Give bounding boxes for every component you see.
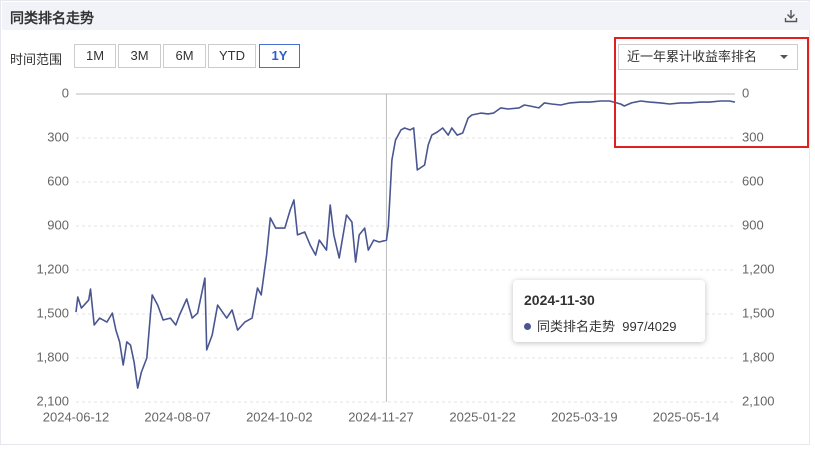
y2-tick-label: 1,200 (742, 261, 775, 276)
x-tick-label: 2024-11-27 (348, 409, 414, 424)
y2-tick-label: 600 (742, 173, 764, 188)
highlight-box (614, 37, 809, 148)
y2-tick-label: 2,100 (742, 393, 775, 408)
y-tick-label: 1,500 (36, 305, 69, 320)
tooltip-row: 同类排名走势 997/4029 (524, 316, 676, 335)
tooltip-marker (524, 323, 531, 330)
range-button[interactable]: 1M (74, 44, 116, 68)
x-tick-label: 2024-06-12 (43, 409, 110, 424)
range-button[interactable]: YTD (208, 44, 256, 68)
y2-tick-label: 900 (742, 217, 764, 232)
y-tick-label: 1,800 (36, 349, 69, 364)
range-button[interactable]: 1Y (259, 44, 300, 68)
rank-dropdown[interactable]: 近一年累计收益率排名 (618, 44, 798, 70)
tooltip-date: 2024-11-30 (524, 292, 595, 308)
y2-tick-label: 0 (742, 85, 749, 100)
panel-title: 同类排名走势 (10, 10, 94, 26)
tooltip-series: 同类排名走势 (537, 319, 616, 334)
header: 同类排名走势 (2, 2, 810, 30)
range-label: 时间范围 (10, 52, 63, 67)
tooltip-value: 997/4029 (622, 319, 677, 334)
panel: 同类排名走势 (0, 0, 810, 445)
y2-tick-label: 1,500 (742, 305, 775, 320)
x-tick-label: 2025-01-22 (449, 409, 516, 424)
download-icon[interactable] (784, 9, 798, 23)
range-button[interactable]: 6M (163, 44, 206, 68)
x-tick-label: 2025-03-19 (551, 409, 618, 424)
tooltip: 2024-11-30 同类排名走势 997/4029 (513, 280, 705, 342)
range-button[interactable]: 3M (118, 44, 161, 68)
y-tick-label: 2,100 (36, 393, 69, 408)
y-tick-label: 300 (47, 129, 69, 144)
x-tick-label: 2024-10-02 (246, 409, 313, 424)
y-tick-label: 600 (47, 173, 69, 188)
x-tick-label: 2024-08-07 (144, 409, 211, 424)
y2-tick-label: 300 (742, 129, 764, 144)
y2-tick-label: 1,800 (742, 349, 775, 364)
y-tick-label: 0 (62, 85, 69, 100)
series-line (75, 100, 736, 389)
y-tick-label: 1,200 (36, 261, 69, 276)
x-tick-label: 2025-05-14 (653, 409, 720, 424)
y-tick-label: 900 (47, 217, 69, 232)
